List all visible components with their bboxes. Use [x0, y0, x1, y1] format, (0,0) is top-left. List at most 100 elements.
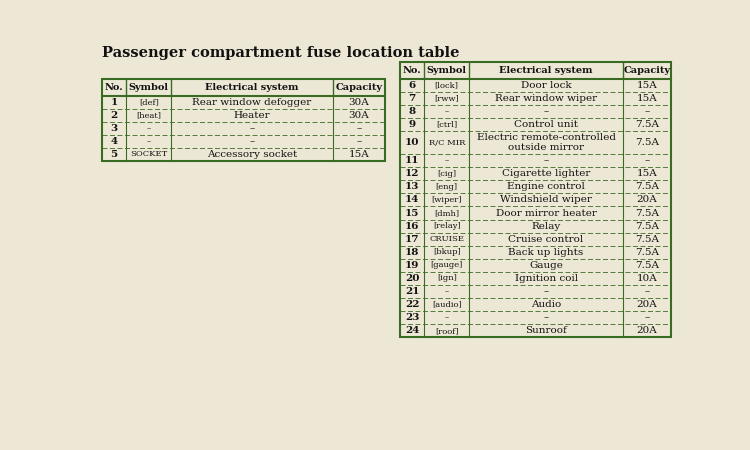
Text: [roof]: [roof] — [435, 327, 458, 335]
Text: Door mirror heater: Door mirror heater — [496, 208, 596, 217]
Text: Accessory socket: Accessory socket — [207, 150, 297, 159]
Text: 22: 22 — [405, 300, 419, 309]
Text: Capacity: Capacity — [623, 66, 670, 75]
Text: 16: 16 — [405, 221, 419, 230]
Text: –: – — [249, 137, 254, 146]
Text: Passenger compartment fuse location table: Passenger compartment fuse location tabl… — [102, 46, 459, 60]
Text: 8: 8 — [409, 107, 416, 116]
Text: Rear window wiper: Rear window wiper — [495, 94, 597, 103]
Text: 7.5A: 7.5A — [635, 235, 659, 244]
Text: [wiper]: [wiper] — [431, 196, 462, 204]
Text: 15A: 15A — [349, 150, 369, 159]
Text: 2: 2 — [110, 111, 118, 120]
Text: 20: 20 — [405, 274, 419, 283]
Text: R/C MIR: R/C MIR — [428, 139, 465, 147]
Text: 1: 1 — [110, 98, 118, 107]
Text: 7: 7 — [409, 94, 416, 103]
Text: Capacity: Capacity — [335, 83, 382, 92]
Text: 11: 11 — [405, 156, 419, 165]
Text: 30A: 30A — [349, 111, 369, 120]
Text: –: – — [249, 124, 254, 133]
Text: 10: 10 — [405, 138, 419, 147]
Text: –: – — [356, 137, 362, 146]
Text: 6: 6 — [409, 81, 416, 90]
Text: 10A: 10A — [637, 274, 657, 283]
Text: Engine control: Engine control — [507, 182, 585, 191]
Text: –: – — [356, 124, 362, 133]
Text: 17: 17 — [405, 235, 419, 244]
Text: 3: 3 — [110, 124, 118, 133]
Text: –: – — [544, 156, 549, 165]
Text: 30A: 30A — [349, 98, 369, 107]
Text: Symbol: Symbol — [129, 83, 169, 92]
Text: [audio]: [audio] — [432, 301, 461, 309]
Text: [dmh]: [dmh] — [434, 209, 459, 217]
Text: Sunroof: Sunroof — [525, 326, 567, 335]
Text: [eng]: [eng] — [436, 183, 457, 191]
Text: Relay: Relay — [532, 221, 561, 230]
Text: –: – — [147, 124, 151, 132]
Text: [ign]: [ign] — [436, 274, 457, 283]
Text: –: – — [147, 137, 151, 145]
Text: –: – — [445, 314, 448, 322]
Text: 15: 15 — [405, 208, 419, 217]
Text: [def]: [def] — [139, 98, 159, 106]
Text: [ctrl]: [ctrl] — [436, 121, 457, 128]
Text: 7.5A: 7.5A — [635, 248, 659, 257]
Text: –: – — [544, 107, 549, 116]
Text: Electrical system: Electrical system — [500, 66, 592, 75]
Text: [bkup]: [bkup] — [433, 248, 460, 256]
Text: 9: 9 — [409, 120, 416, 129]
Text: [cig]: [cig] — [437, 170, 456, 178]
Text: –: – — [544, 313, 549, 322]
Text: 19: 19 — [405, 261, 419, 270]
Text: Back up lights: Back up lights — [509, 248, 584, 257]
Text: 13: 13 — [405, 182, 419, 191]
Text: 7.5A: 7.5A — [635, 182, 659, 191]
Text: [rww]: [rww] — [434, 94, 459, 102]
Text: –: – — [445, 288, 448, 296]
Text: Control unit: Control unit — [514, 120, 578, 129]
Text: 12: 12 — [405, 169, 419, 178]
Text: No.: No. — [403, 66, 422, 75]
Text: Electric remote-controlled
outside mirror: Electric remote-controlled outside mirro… — [476, 133, 616, 152]
Text: No.: No. — [105, 83, 124, 92]
Text: Door lock: Door lock — [520, 81, 572, 90]
Text: –: – — [445, 157, 448, 165]
Text: 5: 5 — [110, 150, 118, 159]
Text: 14: 14 — [405, 195, 419, 204]
Text: 7.5A: 7.5A — [635, 261, 659, 270]
Text: Gauge: Gauge — [530, 261, 563, 270]
Text: 20A: 20A — [637, 326, 657, 335]
Text: 20A: 20A — [637, 300, 657, 309]
Text: 7.5A: 7.5A — [635, 221, 659, 230]
Text: 4: 4 — [110, 137, 118, 146]
Text: 7.5A: 7.5A — [635, 120, 659, 129]
Text: Rear window defogger: Rear window defogger — [192, 98, 311, 107]
Text: SOCKET: SOCKET — [130, 150, 167, 158]
Text: 15A: 15A — [637, 81, 657, 90]
Text: 21: 21 — [405, 287, 419, 296]
Text: 18: 18 — [405, 248, 419, 257]
Text: –: – — [445, 108, 448, 115]
Text: [relay]: [relay] — [433, 222, 460, 230]
Bar — [400, 62, 670, 338]
Text: –: – — [644, 156, 650, 165]
Text: –: – — [644, 287, 650, 296]
Text: –: – — [644, 107, 650, 116]
Text: Audio: Audio — [531, 300, 561, 309]
Text: Windshield wiper: Windshield wiper — [500, 195, 592, 204]
Bar — [102, 79, 386, 161]
Text: [heat]: [heat] — [136, 111, 161, 119]
Text: 23: 23 — [405, 313, 419, 322]
Text: 20A: 20A — [637, 195, 657, 204]
Text: 24: 24 — [405, 326, 419, 335]
Text: 7.5A: 7.5A — [635, 208, 659, 217]
Text: [gauge]: [gauge] — [430, 261, 463, 270]
Text: Symbol: Symbol — [427, 66, 466, 75]
Text: Cigarette lighter: Cigarette lighter — [502, 169, 590, 178]
Text: CRUISE: CRUISE — [429, 235, 464, 243]
Text: –: – — [644, 313, 650, 322]
Text: Cruise control: Cruise control — [509, 235, 584, 244]
Text: Ignition coil: Ignition coil — [514, 274, 578, 283]
